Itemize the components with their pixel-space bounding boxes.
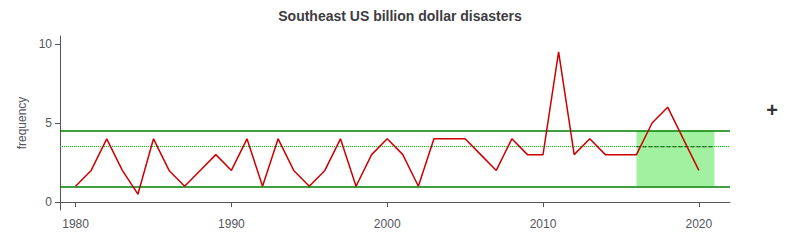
svg-text:1980: 1980 [62, 217, 89, 231]
svg-text:0: 0 [45, 195, 52, 209]
svg-text:2020: 2020 [685, 217, 712, 231]
svg-text:2000: 2000 [374, 217, 401, 231]
svg-text:frequency: frequency [15, 97, 29, 150]
svg-text:Southeast US billion dollar di: Southeast US billion dollar disasters [278, 8, 522, 24]
svg-text:+: + [766, 99, 778, 121]
svg-text:5: 5 [45, 116, 52, 130]
svg-text:2010: 2010 [530, 217, 557, 231]
svg-text:1990: 1990 [218, 217, 245, 231]
svg-text:10: 10 [39, 37, 53, 51]
